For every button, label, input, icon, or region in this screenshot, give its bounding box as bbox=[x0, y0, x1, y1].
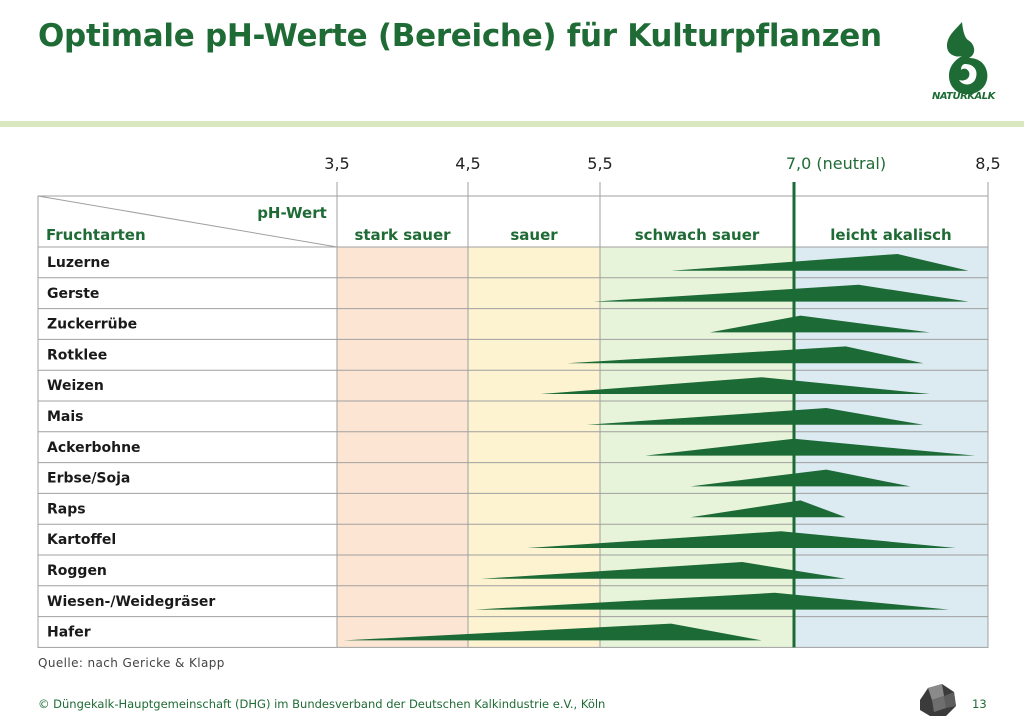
x-tick-label: 4,5 bbox=[455, 154, 480, 173]
ph-range-chart: 3,5 4,5 5,5 7,0 (neutral) 8,5 pH-Wert Fruchta… bbox=[37, 154, 1001, 648]
range-triangle bbox=[709, 315, 930, 333]
row-label: Raps bbox=[47, 501, 86, 517]
row-label: Ackerbohne bbox=[47, 440, 141, 456]
range-triangle bbox=[690, 469, 911, 487]
logo-text: NATURKALK bbox=[932, 91, 995, 102]
footer-copyright: © Düngekalk-Hauptgemeinschaft (DHG) im B… bbox=[38, 697, 606, 711]
zone-header: sauer bbox=[510, 226, 558, 244]
page-number: 13 bbox=[972, 697, 987, 711]
row-label: Gerste bbox=[47, 286, 99, 302]
range-triangle bbox=[527, 531, 956, 548]
naturkalk-logo-icon bbox=[947, 22, 988, 95]
row-label: Kartoffel bbox=[47, 532, 116, 548]
row-label: Zuckerrübe bbox=[47, 317, 137, 333]
zone-header: schwach sauer bbox=[635, 226, 760, 244]
range-triangle bbox=[481, 562, 846, 579]
range-triangle bbox=[540, 377, 930, 394]
table-border bbox=[37, 195, 989, 648]
zone-band bbox=[468, 247, 600, 648]
x-tick-label: 3,5 bbox=[324, 154, 349, 173]
x-tick-label: 5,5 bbox=[587, 154, 612, 173]
row-label: Luzerne bbox=[47, 255, 110, 271]
x-tick-label: 7,0 (neutral) bbox=[786, 154, 886, 173]
range-triangle bbox=[567, 346, 924, 364]
header-divider bbox=[0, 121, 1024, 127]
range-triangle bbox=[690, 500, 846, 518]
source-note: Quelle: nach Gericke & Klapp bbox=[38, 656, 225, 670]
limestone-icon bbox=[920, 684, 956, 716]
header-axis-label: pH-Wert bbox=[257, 204, 327, 222]
row-label: Erbse/Soja bbox=[47, 471, 130, 487]
row-label: Hafer bbox=[47, 625, 91, 641]
range-triangle bbox=[343, 623, 762, 641]
range-triangle bbox=[593, 284, 969, 302]
header-row-label: Fruchtarten bbox=[46, 226, 146, 244]
x-tick-label: 8,5 bbox=[975, 154, 1000, 173]
zone-header: stark sauer bbox=[354, 226, 451, 244]
header-diagonal bbox=[37, 195, 338, 248]
range-triangle bbox=[645, 438, 976, 456]
row-label: Rotklee bbox=[47, 347, 107, 363]
row-label: Roggen bbox=[47, 563, 107, 579]
row-label: Mais bbox=[47, 409, 84, 425]
row-label: Wiesen-/Weidegräser bbox=[47, 594, 215, 610]
range-triangle bbox=[586, 408, 924, 425]
row-label: Weizen bbox=[47, 378, 104, 394]
zone-header: leicht akalisch bbox=[830, 226, 951, 244]
range-triangle bbox=[474, 592, 950, 610]
zone-band bbox=[337, 247, 468, 648]
page-title: Optimale pH-Werte (Bereiche) für Kulturp… bbox=[38, 18, 882, 54]
range-triangle bbox=[671, 254, 969, 271]
